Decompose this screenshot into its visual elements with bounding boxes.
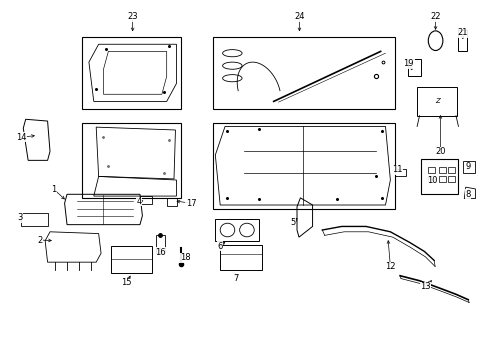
- Bar: [407, 59, 421, 76]
- Text: 16: 16: [155, 248, 165, 257]
- Bar: [81, 37, 181, 109]
- Text: 12: 12: [385, 262, 395, 271]
- Text: 22: 22: [429, 12, 440, 21]
- Bar: [220, 245, 261, 270]
- Bar: [166, 198, 177, 206]
- Text: 20: 20: [434, 147, 445, 156]
- Bar: [140, 197, 152, 204]
- Text: Z: Z: [434, 98, 439, 104]
- Bar: [212, 37, 394, 109]
- Text: 17: 17: [185, 199, 196, 208]
- Bar: [462, 161, 474, 173]
- Text: 5: 5: [290, 219, 295, 228]
- Text: 6: 6: [217, 242, 223, 251]
- Bar: [447, 176, 454, 182]
- Text: 18: 18: [180, 253, 190, 262]
- Bar: [212, 123, 394, 208]
- Text: 15: 15: [122, 278, 132, 287]
- Text: 9: 9: [465, 162, 470, 171]
- Bar: [394, 168, 405, 176]
- Text: 19: 19: [403, 59, 413, 68]
- Bar: [111, 246, 152, 273]
- Text: 8: 8: [465, 190, 470, 199]
- Bar: [81, 123, 181, 198]
- Bar: [420, 158, 458, 194]
- Text: 7: 7: [233, 274, 238, 283]
- Text: 1: 1: [51, 185, 57, 194]
- Text: 24: 24: [294, 12, 304, 21]
- Bar: [447, 167, 454, 173]
- Text: 21: 21: [456, 28, 467, 37]
- Text: 11: 11: [391, 166, 402, 175]
- Text: 13: 13: [419, 282, 430, 291]
- Bar: [427, 167, 434, 173]
- Bar: [156, 235, 164, 253]
- Text: 23: 23: [127, 12, 138, 21]
- Bar: [21, 213, 47, 226]
- Text: 2: 2: [38, 235, 43, 244]
- Bar: [215, 219, 259, 241]
- Bar: [438, 176, 445, 182]
- Text: 14: 14: [17, 132, 27, 141]
- Text: 4: 4: [136, 197, 142, 206]
- Text: 10: 10: [427, 176, 437, 185]
- Bar: [427, 176, 434, 182]
- Text: 3: 3: [17, 213, 22, 222]
- Bar: [438, 167, 445, 173]
